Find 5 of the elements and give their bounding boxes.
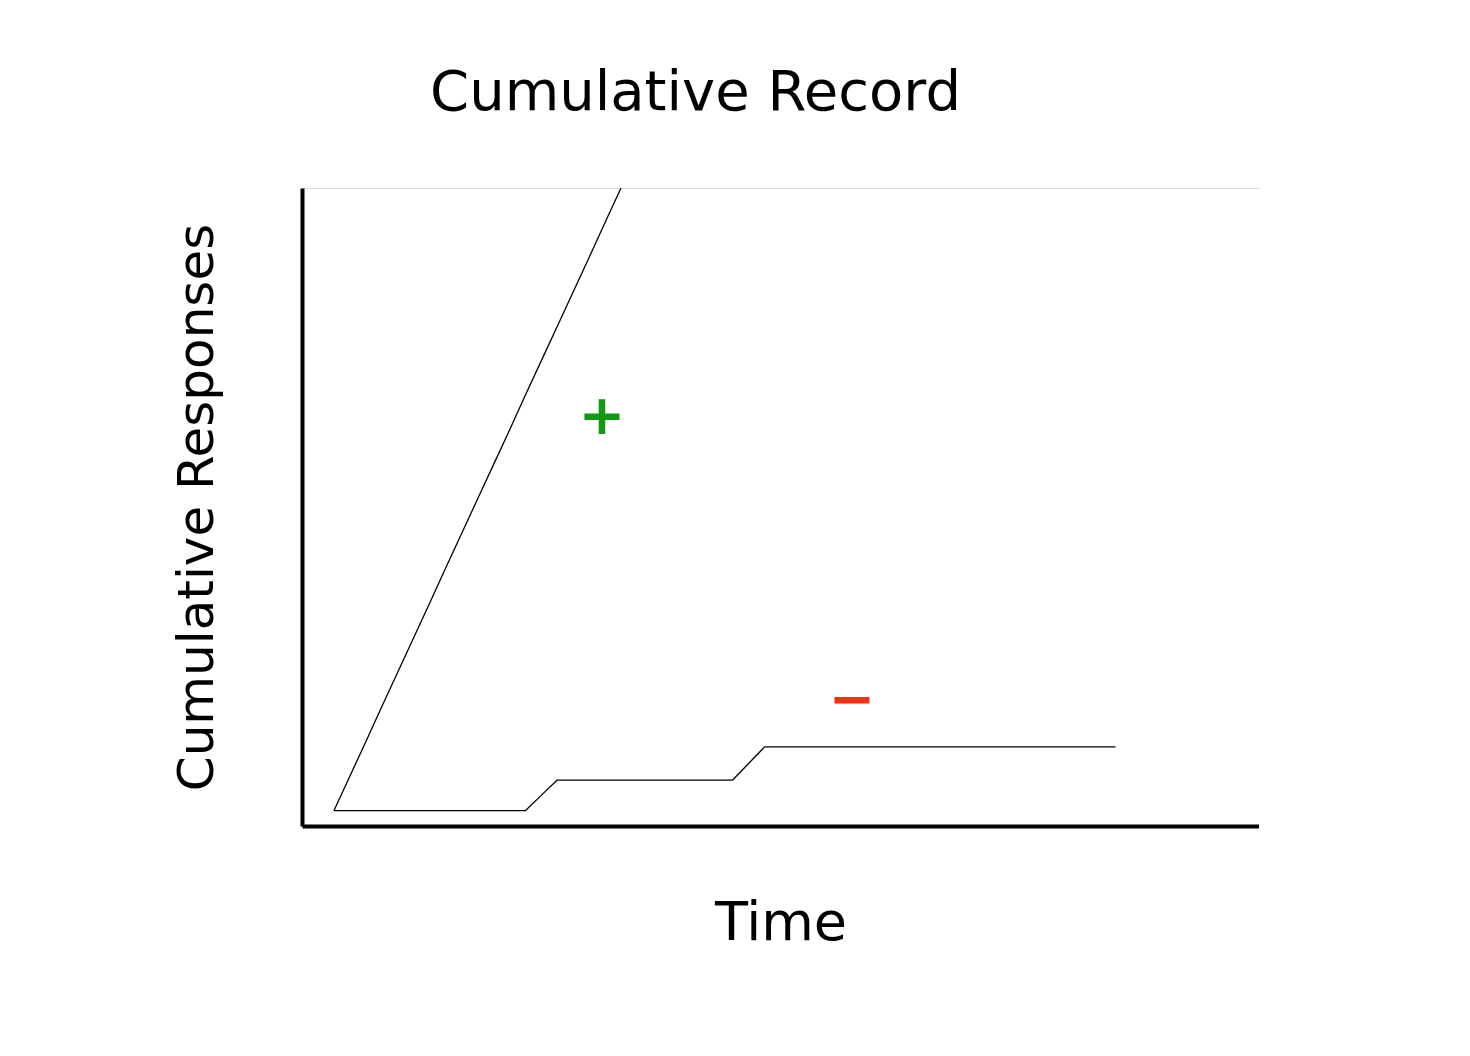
x-axis-title: Time (713, 889, 848, 953)
y-axis-title: Cumulative Responses (166, 223, 225, 792)
chart-title: Cumulative Record (430, 58, 961, 124)
annotation: − (828, 666, 876, 731)
annotation: + (578, 382, 626, 447)
